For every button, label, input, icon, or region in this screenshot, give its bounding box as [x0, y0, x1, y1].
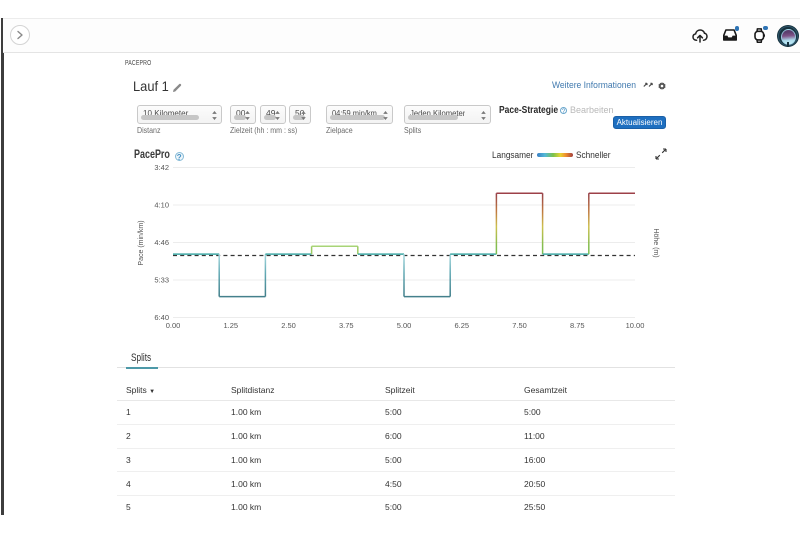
svg-text:2.50: 2.50 — [281, 321, 296, 330]
svg-text:6.25: 6.25 — [454, 321, 469, 330]
svg-text:3.75: 3.75 — [339, 321, 354, 330]
svg-text:Pace (min/km): Pace (min/km) — [138, 220, 145, 265]
svg-text:4:46: 4:46 — [154, 238, 169, 247]
svg-text:0.00: 0.00 — [166, 321, 181, 330]
svg-text:Höhe (m): Höhe (m) — [652, 228, 659, 257]
svg-text:6:40: 6:40 — [154, 313, 169, 322]
svg-text:7.50: 7.50 — [512, 321, 527, 330]
svg-text:4:10: 4:10 — [154, 201, 169, 210]
svg-text:3:42: 3:42 — [154, 163, 169, 172]
svg-text:5.00: 5.00 — [397, 321, 412, 330]
svg-text:10.00: 10.00 — [626, 321, 645, 330]
svg-text:1.25: 1.25 — [223, 321, 238, 330]
svg-text:8.75: 8.75 — [570, 321, 585, 330]
svg-text:5:33: 5:33 — [154, 276, 169, 285]
